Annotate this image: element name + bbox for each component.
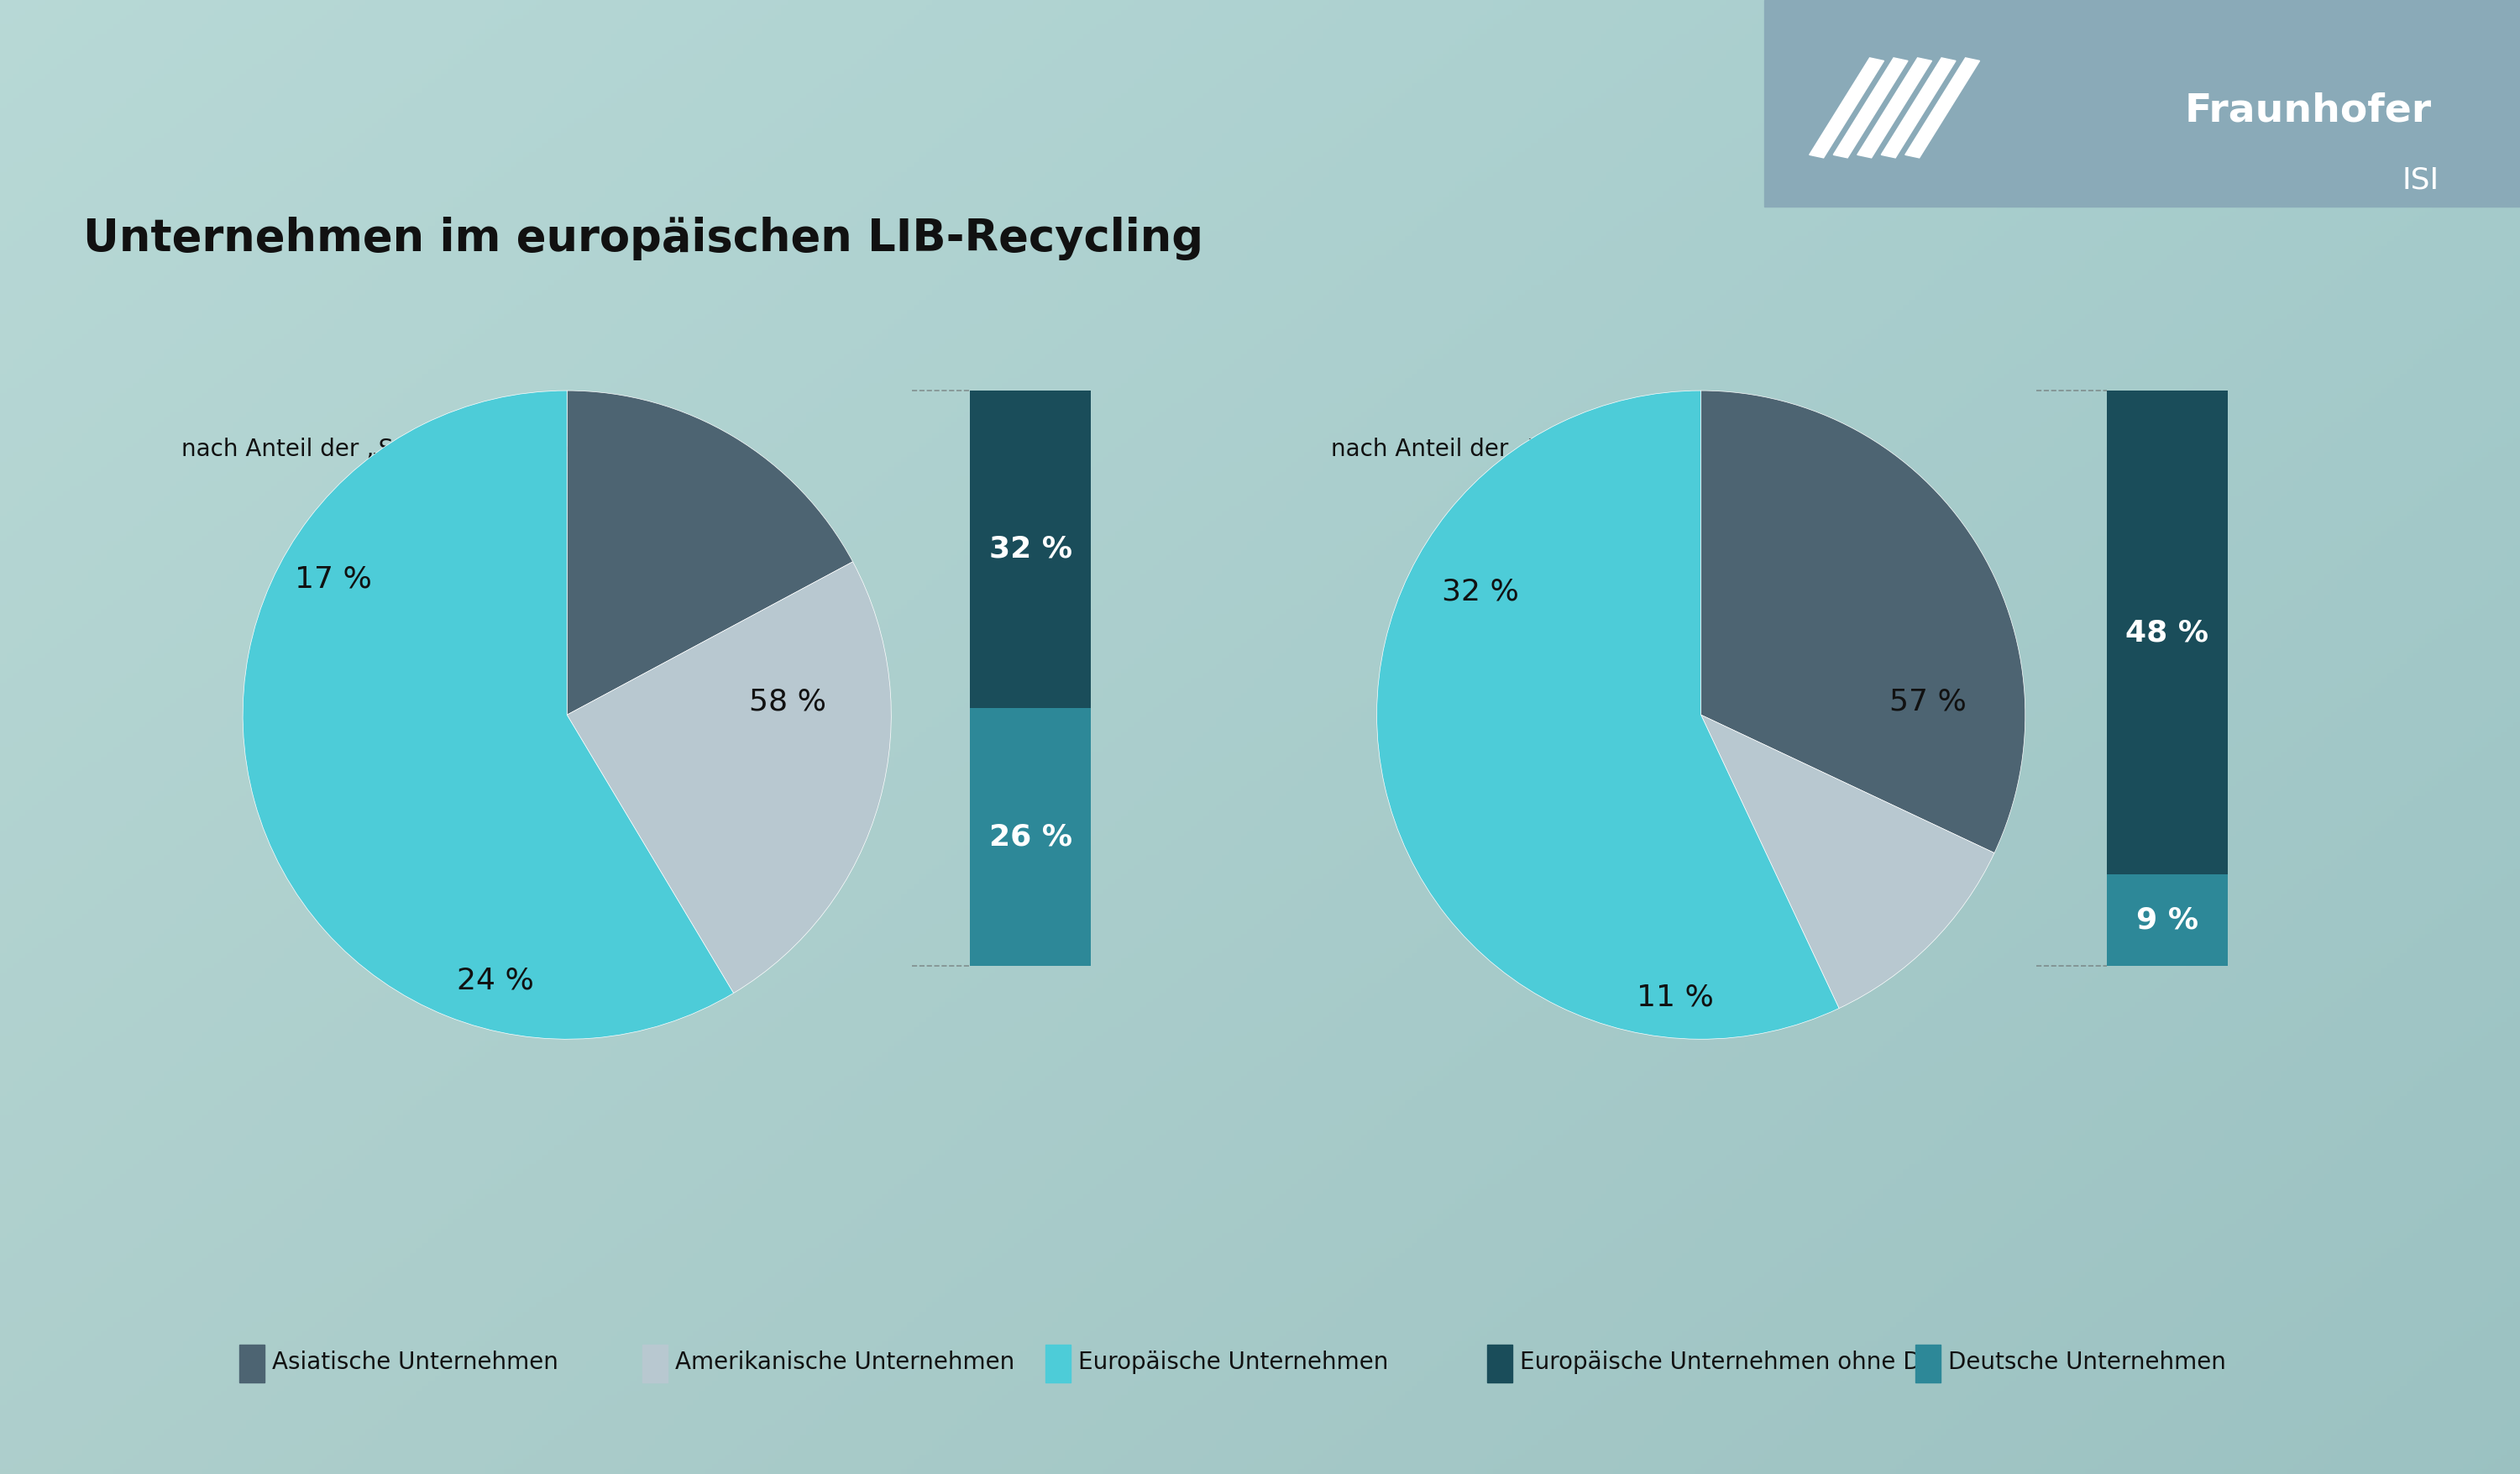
Bar <box>1905 57 1981 158</box>
Text: 48 %: 48 % <box>2127 619 2208 647</box>
Bar <box>239 1344 265 1383</box>
Bar <box>2107 391 2228 874</box>
Text: 58 %: 58 % <box>748 688 827 716</box>
Text: 57 %: 57 % <box>1890 688 1966 716</box>
Bar <box>1857 57 1933 158</box>
Text: Unternehmen im europäischen LIB-Recycling: Unternehmen im europäischen LIB-Recyclin… <box>83 217 1205 261</box>
Wedge shape <box>567 562 892 993</box>
Bar <box>970 391 1091 708</box>
Wedge shape <box>567 391 852 715</box>
Bar <box>1835 57 1908 158</box>
Text: 32 %: 32 % <box>990 535 1071 563</box>
Text: 17 %: 17 % <box>295 565 373 593</box>
Bar <box>1046 1344 1071 1383</box>
Bar <box>643 1344 668 1383</box>
Bar <box>1915 1344 1940 1383</box>
Bar <box>2107 874 2228 965</box>
Text: 32 %: 32 % <box>1441 578 1520 606</box>
Bar <box>1809 57 1885 158</box>
Text: Europäische Unternehmen: Europäische Unternehmen <box>1079 1350 1389 1374</box>
Bar <box>1764 0 2520 206</box>
Text: 9 %: 9 % <box>2137 907 2197 935</box>
Text: Deutsche Unternehmen: Deutsche Unternehmen <box>1948 1350 2225 1374</box>
Text: ISI: ISI <box>2402 165 2439 195</box>
Text: nach Anteil der „Spoke“-Gesamtkapazität 2024: nach Anteil der „Spoke“-Gesamtkapazität … <box>181 438 736 461</box>
Wedge shape <box>242 391 733 1039</box>
Bar <box>970 708 1091 965</box>
Text: Europäische Unternehmen ohne DE: Europäische Unternehmen ohne DE <box>1520 1350 1935 1374</box>
Text: Amerikanische Unternehmen: Amerikanische Unternehmen <box>675 1350 1016 1374</box>
Text: 11 %: 11 % <box>1635 983 1714 1011</box>
Bar <box>1487 1344 1512 1383</box>
Wedge shape <box>1376 391 1840 1039</box>
Text: 24 %: 24 % <box>456 967 534 995</box>
Text: Fraunhofer: Fraunhofer <box>2185 91 2432 130</box>
Text: nach Anteil der „Hub“-Gesamtkapazität 2024: nach Anteil der „Hub“-Gesamtkapazität 20… <box>1331 438 1860 461</box>
Wedge shape <box>1701 715 1993 1008</box>
Bar <box>1880 57 1956 158</box>
Text: Asiatische Unternehmen: Asiatische Unternehmen <box>272 1350 559 1374</box>
Text: 26 %: 26 % <box>990 822 1071 850</box>
Wedge shape <box>1701 391 2026 853</box>
